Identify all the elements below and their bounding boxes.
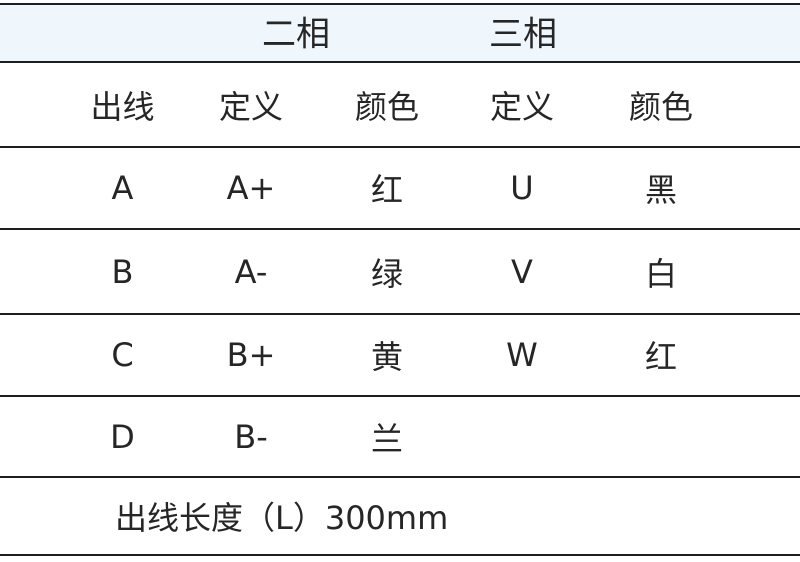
- cell-definition-3ph: V: [511, 252, 533, 291]
- column-header-definition-2ph: 定义: [218, 87, 283, 126]
- phase-header-row: 二相 三相: [0, 3, 800, 63]
- phase-two-label: 二相: [262, 14, 330, 55]
- cell-definition-3ph: W: [506, 336, 538, 374]
- cell-color-3ph: 黑: [644, 171, 677, 209]
- table-row-c: C B+ 黄 W 红: [0, 315, 800, 397]
- column-header-color-2ph: 颜色: [354, 87, 419, 126]
- cell-lead: D: [110, 417, 135, 456]
- cell-definition-2ph: B-: [234, 417, 268, 456]
- cell-color-2ph: 黄: [370, 338, 403, 376]
- cell-lead: C: [111, 336, 134, 374]
- cell-color-3ph: 白: [644, 254, 677, 293]
- lead-length-note: 出线长度（L）300mm: [115, 499, 449, 537]
- cell-color-2ph: 红: [370, 171, 403, 209]
- column-header-row: 出线 定义 颜色 定义 颜色: [0, 63, 800, 148]
- cell-definition-3ph: U: [510, 169, 534, 207]
- cell-color-2ph: 绿: [370, 254, 403, 293]
- wiring-spec-table: 二相 三相 出线 定义 颜色 定义 颜色 A A+ 红 U 黑 B A- 绿 V…: [0, 3, 800, 556]
- column-header-definition-3ph: 定义: [489, 87, 554, 126]
- cell-color-3ph: 红: [644, 338, 677, 376]
- column-header-color-3ph: 颜色: [628, 87, 693, 126]
- column-header-lead: 出线: [90, 87, 155, 126]
- phase-three-label: 三相: [489, 14, 557, 55]
- cell-lead: A: [111, 169, 134, 207]
- table-row-a: A A+ 红 U 黑: [0, 148, 800, 230]
- cell-lead: B: [111, 252, 134, 291]
- cell-definition-2ph: A+: [226, 169, 276, 207]
- cell-definition-2ph: A-: [234, 252, 268, 291]
- cell-color-2ph: 兰: [370, 419, 403, 458]
- cell-definition-2ph: B+: [226, 336, 276, 374]
- table-row-b: B A- 绿 V 白: [0, 230, 800, 315]
- table-row-d: D B- 兰: [0, 397, 800, 478]
- footer-row: 出线长度（L）300mm: [0, 478, 800, 556]
